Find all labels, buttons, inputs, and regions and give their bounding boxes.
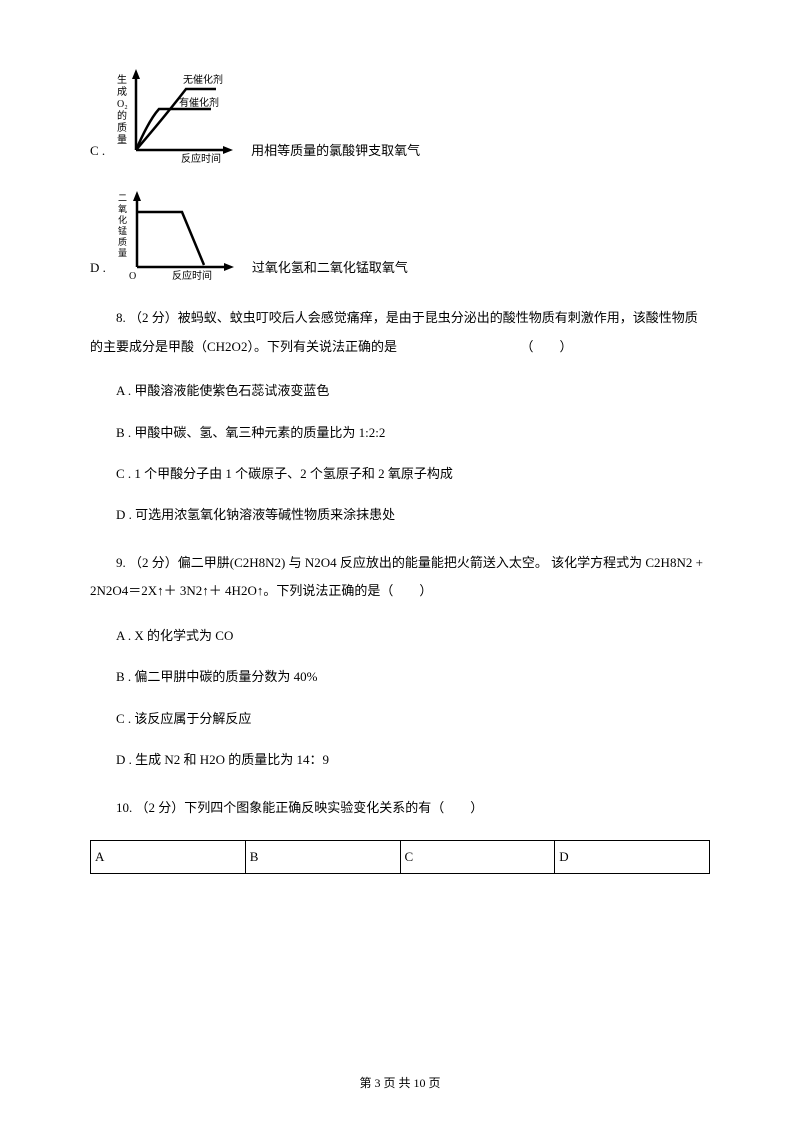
svg-text:量: 量 xyxy=(118,248,127,258)
svg-text:反应时间: 反应时间 xyxy=(181,152,221,165)
q9-option-c: C . 该反应属于分解反应 xyxy=(90,707,710,730)
q8-option-c: C . 1 个甲酸分子由 1 个碳原子、2 个氢原子和 2 氧原子构成 xyxy=(90,462,710,485)
table-cell-d: D xyxy=(555,841,710,874)
svg-text:有催化剂: 有催化剂 xyxy=(179,96,219,109)
item-d-row: D . 二 氧 化 锰 质 量 O 反应时间 过氧化氢和二氧化锰取氧气 xyxy=(90,187,710,282)
svg-text:质: 质 xyxy=(118,236,127,247)
item-d-graph: 二 氧 化 锰 质 量 O 反应时间 xyxy=(112,187,242,282)
item-d-label: D . xyxy=(90,258,106,283)
item-c-label: C . xyxy=(90,141,105,166)
svg-text:量: 量 xyxy=(117,134,127,146)
svg-text:O: O xyxy=(129,271,136,282)
item-d-text: 过氧化氢和二氧化锰取氧气 xyxy=(252,258,408,283)
table-cell-a: A xyxy=(91,841,246,874)
q8-option-b: B . 甲酸中碳、氢、氧三种元素的质量比为 1:2:2 xyxy=(90,421,710,444)
svg-text:的: 的 xyxy=(117,109,127,122)
svg-text:生: 生 xyxy=(117,73,127,86)
svg-text:二: 二 xyxy=(118,193,127,203)
q8-option-a: A . 甲酸溶液能使紫色石蕊试液变蓝色 xyxy=(90,379,710,402)
svg-text:无催化剂: 无催化剂 xyxy=(183,73,223,86)
item-c-row: C . 生 成 O₂ 的 质 量 无催化剂 有催化剂 反应时间 用相等质量的氯酸… xyxy=(90,65,710,165)
q10-stem: 10. （2 分）下列四个图象能正确反映实验变化关系的有（ ） xyxy=(90,794,710,823)
q9-stem: 9. （2 分）偏二甲肼(C2H8N2) 与 N2O4 反应放出的能量能把火箭送… xyxy=(90,549,710,606)
page-footer: 第 3 页 共 10 页 xyxy=(0,1074,800,1092)
item-c-graph: 生 成 O₂ 的 质 量 无催化剂 有催化剂 反应时间 xyxy=(111,65,241,165)
q8-option-d: D . 可选用浓氢氧化钠溶液等碱性物质来涂抹患处 xyxy=(90,503,710,526)
q9-option-a: A . X 的化学式为 CO xyxy=(90,624,710,647)
table-cell-c: C xyxy=(400,841,555,874)
svg-text:O₂: O₂ xyxy=(117,99,128,110)
item-c-text: 用相等质量的氯酸钾支取氧气 xyxy=(251,141,420,166)
q9-option-b: B . 偏二甲肼中碳的质量分数为 40% xyxy=(90,665,710,688)
svg-text:化: 化 xyxy=(118,214,127,225)
svg-text:成: 成 xyxy=(117,86,127,98)
svg-text:质: 质 xyxy=(117,122,127,134)
table-cell-b: B xyxy=(245,841,400,874)
q10-table: A B C D xyxy=(90,840,710,874)
q9-option-d: D . 生成 N2 和 H2O 的质量比为 14：9 xyxy=(90,748,710,771)
svg-text:氧: 氧 xyxy=(118,203,127,214)
svg-text:反应时间: 反应时间 xyxy=(172,269,212,282)
q8-stem: 8. （2 分）被蚂蚁、蚊虫叮咬后人会感觉痛痒，是由于昆虫分泌出的酸性物质有刺激… xyxy=(90,304,710,361)
svg-text:锰: 锰 xyxy=(118,225,127,236)
